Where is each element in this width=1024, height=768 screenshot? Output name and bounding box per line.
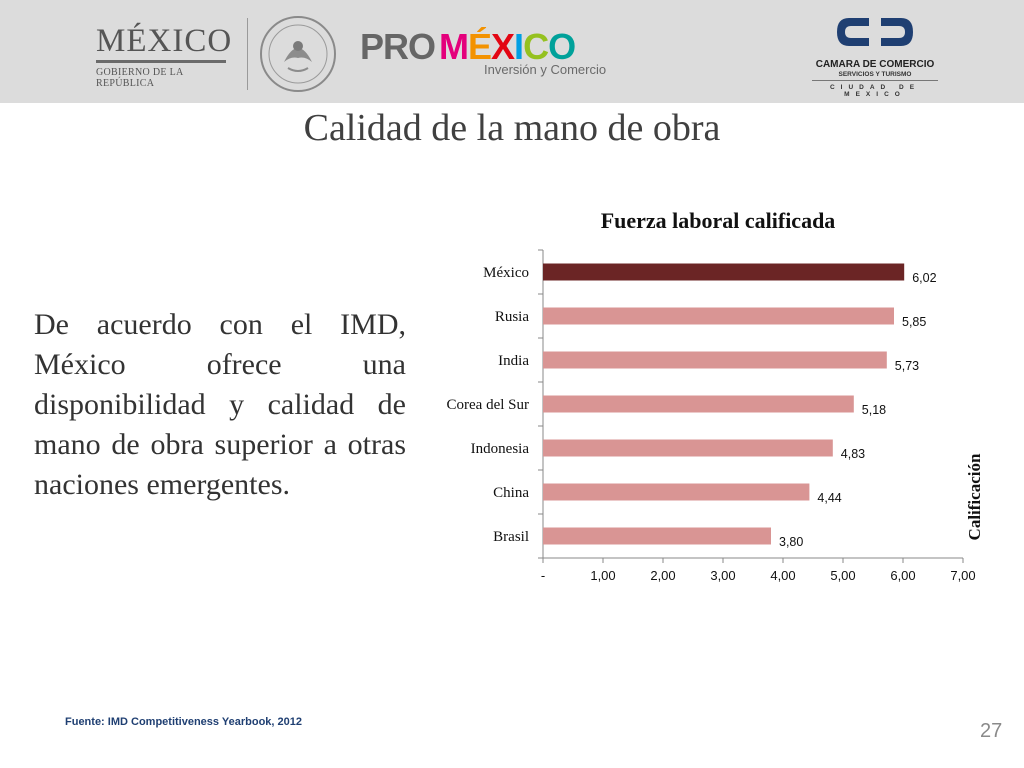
category-label: México	[483, 265, 529, 281]
data-label: 5,73	[895, 359, 919, 373]
data-label: 4,83	[841, 447, 865, 461]
value-axis-tick-label: 6,00	[890, 568, 915, 583]
mexico-logo-subtitle: GOBIERNO DE LA REPÚBLICA	[96, 67, 183, 89]
promexico-tagline: Inversión y Comercio	[484, 62, 607, 77]
promexico-logo: PRO MÉXICO Inversión y Comercio	[360, 26, 620, 82]
chart-axis-label: Calificación	[965, 453, 984, 540]
chart-title: Fuerza laboral calificada	[601, 208, 836, 233]
data-label: 5,18	[862, 403, 886, 417]
promexico-pro: PRO	[360, 26, 436, 67]
bar	[543, 483, 810, 501]
data-label: 6,02	[912, 271, 936, 285]
value-axis-tick-label: 5,00	[830, 568, 855, 583]
value-axis-tick-label: 4,00	[770, 568, 795, 583]
data-label: 3,80	[779, 535, 803, 549]
bar	[543, 395, 854, 413]
value-axis-tick-label: 1,00	[590, 568, 615, 583]
camara-line1: CAMARA DE COMERCIO	[815, 59, 935, 70]
bar	[543, 351, 887, 369]
gobierno-mexico-logo: MÉXICO GOBIERNO DE LA REPÚBLICA	[96, 23, 236, 89]
category-label: Corea del Sur	[447, 397, 529, 413]
promexico-letter: C	[523, 26, 549, 67]
category-label: Brasil	[493, 529, 529, 545]
promexico-letter: I	[514, 26, 524, 67]
category-label: Rusia	[495, 309, 530, 325]
mexico-logo-rule	[96, 60, 226, 63]
body-paragraph: De acuerdo con el IMD, México ofrece una…	[34, 308, 406, 501]
mexico-logo-word: MÉXICO	[96, 23, 233, 59]
category-label: India	[498, 353, 529, 369]
data-label: 5,85	[902, 315, 926, 329]
category-label: China	[493, 485, 529, 501]
bar-chart: Fuerza laboral calificada Calificación -…	[420, 200, 1020, 600]
header-band: MÉXICO GOBIERNO DE LA REPÚBLICA PRO MÉXI…	[0, 0, 1024, 103]
value-axis-tick-label: 7,00	[950, 568, 975, 583]
chart-svg: Fuerza laboral calificada Calificación -…	[447, 208, 984, 583]
page-title: Calidad de la mano de obra	[303, 107, 721, 149]
camara-comercio-logo: CAMARA DE COMERCIO SERVICIOS Y TURISMO C…	[800, 12, 950, 98]
promexico-letter: X	[491, 26, 515, 67]
coat-of-arms-seal-icon	[260, 16, 336, 92]
value-axis-tick-label: 3,00	[710, 568, 735, 583]
promexico-mexico-word: MÉXICO	[439, 26, 576, 67]
data-label: 4,44	[817, 491, 841, 505]
page-number: 27	[980, 720, 1003, 742]
camara-line3: CIUDAD DE MEXICO	[829, 84, 921, 98]
logo-divider	[247, 18, 248, 90]
value-axis-tick-label: -	[541, 568, 545, 583]
value-axis-tick-label: 2,00	[650, 568, 675, 583]
promexico-letter: O	[548, 26, 576, 67]
source-note: Fuente: IMD Competitiveness Yearbook, 20…	[65, 716, 302, 728]
chart-plot-area: - 1,00 2,00 3,00 4,00 5,00 6,00 7,00 México 6,02 R…	[447, 249, 976, 583]
bar	[543, 439, 833, 457]
promexico-letter: É	[468, 26, 492, 67]
bar	[543, 527, 771, 545]
promexico-letter: M	[439, 26, 469, 67]
camara-emblem-icon	[837, 18, 913, 46]
bar	[543, 307, 894, 325]
bar-highlight	[543, 263, 905, 281]
category-label: Indonesia	[471, 441, 530, 457]
camara-line2: SERVICIOS Y TURISMO	[812, 71, 938, 81]
